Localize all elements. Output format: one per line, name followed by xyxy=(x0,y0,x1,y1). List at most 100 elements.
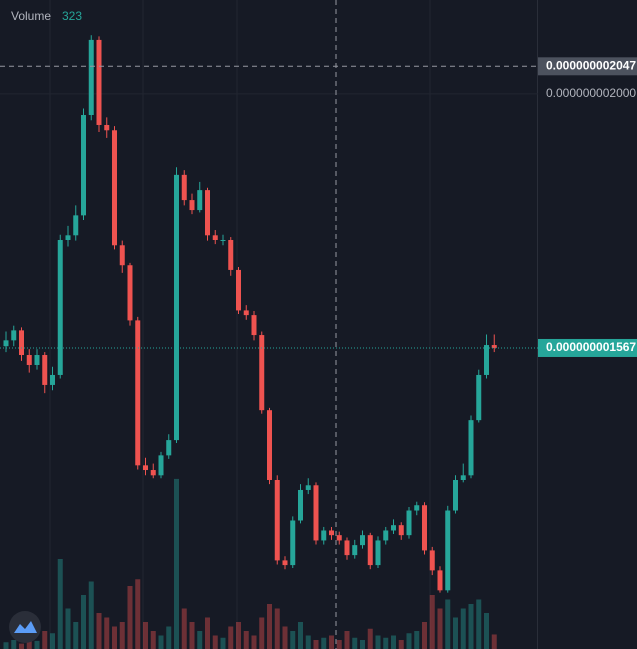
volume-bar xyxy=(414,631,420,649)
logo-icon[interactable] xyxy=(14,621,37,633)
volume-bar xyxy=(422,622,427,649)
candle-body xyxy=(367,535,373,566)
volume-bar xyxy=(150,631,156,649)
candle-body xyxy=(305,485,311,490)
candle-body xyxy=(34,355,40,365)
candle-body xyxy=(391,525,396,531)
vertical-grid xyxy=(49,0,431,649)
candle-body xyxy=(119,245,125,266)
candle-body xyxy=(3,340,9,347)
volume-bar xyxy=(305,635,311,649)
candle-body xyxy=(127,265,133,321)
candle-body xyxy=(212,235,218,241)
crosshair-box xyxy=(538,57,637,76)
volume-bar xyxy=(135,579,141,649)
volume-bar xyxy=(174,478,179,649)
candle-body xyxy=(406,510,412,536)
candle-body xyxy=(166,440,172,456)
candle-body xyxy=(344,540,350,556)
crosshair-label: 0.000000002047 xyxy=(546,58,636,72)
volume-bar xyxy=(298,622,303,649)
volume-bar xyxy=(274,608,280,649)
candle-body xyxy=(274,480,280,561)
candle-body xyxy=(453,480,458,511)
candle-body xyxy=(197,190,203,211)
last-price-box xyxy=(538,338,637,357)
candle-body xyxy=(460,475,466,481)
volume-bar xyxy=(437,608,443,649)
candle-body xyxy=(336,535,342,541)
volume-bar xyxy=(453,617,458,649)
volume-bar xyxy=(205,617,210,649)
candle-body xyxy=(57,240,63,375)
volume-bar xyxy=(329,635,334,649)
candle-body xyxy=(88,39,94,116)
candle-body xyxy=(112,130,117,246)
candle-body xyxy=(73,215,79,236)
volume-bar xyxy=(468,604,474,649)
candle-body xyxy=(243,310,249,316)
logo[interactable] xyxy=(9,611,41,643)
last-price-label: 0.000000001567 xyxy=(546,340,636,354)
volume-bar xyxy=(104,617,110,649)
candle-body xyxy=(282,560,288,566)
volume-bar xyxy=(73,622,79,649)
volume-bar xyxy=(398,640,404,649)
volume-bar xyxy=(290,631,296,649)
volume-bar xyxy=(119,622,125,649)
volume-bar xyxy=(476,599,482,649)
candle-body xyxy=(468,420,474,476)
logo-circle[interactable] xyxy=(9,611,41,643)
candle-body xyxy=(491,345,497,348)
volume-bar xyxy=(65,608,71,649)
volume-bar xyxy=(491,634,497,649)
volume-bar xyxy=(42,631,48,649)
candle-body xyxy=(375,540,381,566)
candle-body xyxy=(189,200,195,211)
candle-body xyxy=(383,530,389,541)
volume-bar xyxy=(50,633,55,649)
volume-bar xyxy=(243,631,249,649)
volume-bar xyxy=(336,640,342,649)
candle-body xyxy=(476,374,482,421)
volume-bar xyxy=(282,626,288,649)
volume-bar xyxy=(344,631,350,649)
volume-bar xyxy=(96,613,102,649)
volume-bar xyxy=(251,635,257,649)
candle-body xyxy=(104,124,110,131)
volume-bar xyxy=(81,595,86,649)
candle-body xyxy=(313,485,319,541)
volume-bar xyxy=(406,633,412,649)
volume-bar xyxy=(212,635,218,649)
volume-bar xyxy=(460,608,466,649)
candle-body xyxy=(398,525,404,536)
candle-body xyxy=(11,330,17,341)
volume-bar xyxy=(11,640,17,649)
volume-bar xyxy=(360,640,365,649)
candle-body xyxy=(437,570,443,591)
volume-bar xyxy=(3,642,9,649)
candle-body xyxy=(135,320,141,466)
volume-bar xyxy=(143,622,148,649)
volume-bar xyxy=(375,635,381,649)
candle-body xyxy=(19,330,24,356)
candle-body xyxy=(298,489,303,521)
candle-body xyxy=(150,470,156,476)
candle-body xyxy=(429,550,435,571)
volume-bar xyxy=(484,613,489,649)
candle-body xyxy=(65,235,71,241)
volume-bar xyxy=(197,631,203,649)
candle-body xyxy=(329,530,334,536)
candle-body xyxy=(236,269,241,311)
volume-bar xyxy=(228,626,234,649)
candle-body xyxy=(158,455,164,476)
volume-bar xyxy=(236,622,241,649)
volume-bar xyxy=(367,628,373,649)
candle-body xyxy=(42,355,48,385)
candle-body xyxy=(360,535,365,546)
candle-body xyxy=(81,115,86,216)
candle-body xyxy=(267,410,272,481)
volume-bar xyxy=(19,643,24,649)
